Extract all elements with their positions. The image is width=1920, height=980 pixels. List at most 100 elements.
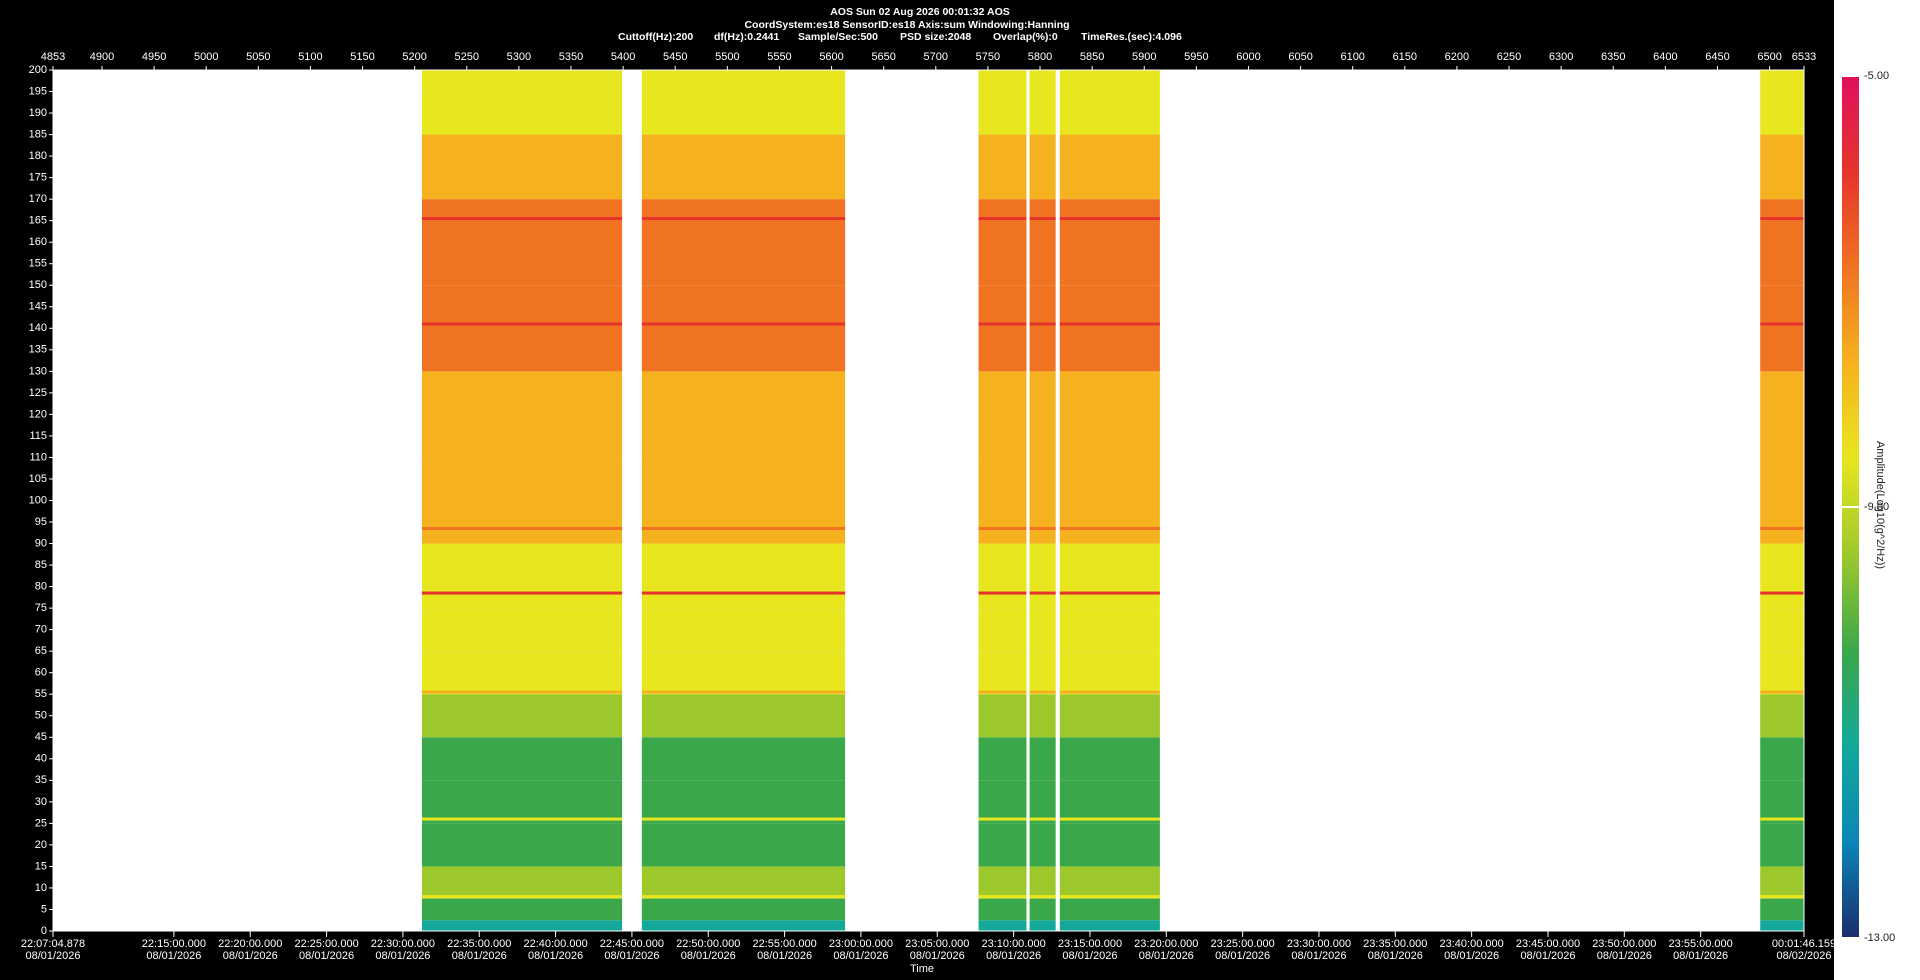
time-tick-date: 08/01/2026 — [604, 950, 659, 962]
time-tick-label: 22:40:00.000 — [523, 938, 587, 950]
spectral-line — [421, 217, 623, 221]
spectrogram-band — [1059, 91, 1160, 135]
y-tick-label: 95 — [35, 516, 47, 528]
spectrogram-band — [1760, 134, 1804, 200]
spectrogram-band — [1760, 651, 1804, 695]
time-tick-date: 08/01/2026 — [1444, 950, 1499, 962]
spectrogram-band — [978, 608, 1027, 652]
spectral-line — [1059, 690, 1160, 694]
spectrogram-band — [641, 694, 846, 738]
spectral-line — [1029, 690, 1056, 694]
x-tick-label: 5650 — [871, 51, 895, 63]
spectrogram-band — [1760, 543, 1804, 609]
spectrogram-band — [1029, 737, 1056, 781]
spectrogram-band — [421, 91, 623, 135]
time-tick-label: 23:25:00.000 — [1211, 938, 1275, 950]
spectrogram-band — [1059, 823, 1160, 867]
spectrogram-band — [1059, 920, 1160, 931]
spectral-line — [978, 895, 1027, 899]
spectrogram-band — [641, 543, 846, 609]
y-tick-label: 50 — [35, 710, 47, 722]
spectrogram-band — [641, 608, 846, 652]
spectrogram-band — [1760, 285, 1804, 372]
x-tick-label: 6000 — [1236, 51, 1260, 63]
spectrogram-band — [978, 780, 1027, 824]
y-tick-label: 80 — [35, 581, 47, 593]
spectrogram-band — [641, 898, 846, 921]
spectrogram-band — [1059, 70, 1160, 92]
spectral-line — [641, 817, 846, 821]
time-tick-label: 23:20:00.000 — [1134, 938, 1198, 950]
spectrogram-band — [641, 199, 846, 286]
spectrogram-band — [1029, 780, 1056, 824]
spectrogram-band — [1059, 866, 1160, 899]
time-tick-label: 22:20:00.000 — [218, 938, 282, 950]
spectrogram-band — [1029, 694, 1056, 738]
spectral-line — [1029, 526, 1056, 530]
plot-area — [53, 70, 1804, 931]
header-param: PSD size:2048 — [900, 31, 971, 43]
time-tick-date: 08/01/2026 — [223, 950, 278, 962]
spectral-line — [1059, 322, 1160, 326]
spectrogram-band — [641, 866, 846, 899]
time-tick-date: 08/01/2026 — [757, 950, 812, 962]
spectrogram-band — [1760, 608, 1804, 652]
y-tick-label: 15 — [35, 860, 47, 872]
spectrogram-band — [421, 608, 623, 652]
spectrogram-band — [1059, 457, 1160, 544]
spectral-line — [641, 690, 846, 694]
spectrogram-band — [641, 737, 846, 781]
title: AOS Sun 02 Aug 2026 00:01:32 AOS — [830, 6, 1010, 18]
y-tick-label: 190 — [29, 107, 47, 119]
x-tick-label: 5400 — [611, 51, 635, 63]
x-tick-label: 4950 — [142, 51, 166, 63]
spectral-line — [978, 817, 1027, 821]
x-tick-label: 6300 — [1549, 51, 1573, 63]
y-tick-label: 85 — [35, 559, 47, 571]
time-tick-label: 00:01:46.159 — [1772, 938, 1836, 950]
spectrogram-band — [1760, 371, 1804, 458]
x-tick-label: 6400 — [1653, 51, 1677, 63]
y-tick-label: 90 — [35, 537, 47, 549]
spectrogram-band — [1059, 199, 1160, 286]
spectral-line — [1029, 322, 1056, 326]
spectrogram-band — [641, 651, 846, 695]
spectrogram-band — [1760, 823, 1804, 867]
time-tick-label: 23:35:00.000 — [1363, 938, 1427, 950]
spectral-line — [978, 217, 1027, 221]
time-tick-date: 08/01/2026 — [528, 950, 583, 962]
spectrogram-band — [978, 457, 1027, 544]
spectrogram-band — [978, 199, 1027, 286]
spectral-line — [421, 526, 623, 530]
spectrogram-band — [1760, 737, 1804, 781]
y-tick-label: 145 — [29, 301, 47, 313]
x-tick-label: 5500 — [715, 51, 739, 63]
spectrogram-band — [421, 920, 623, 931]
spectrogram-band — [641, 91, 846, 135]
time-tick-label: 22:30:00.000 — [371, 938, 435, 950]
time-tick-label: 23:15:00.000 — [1058, 938, 1122, 950]
time-tick-label: 23:30:00.000 — [1287, 938, 1351, 950]
y-tick-label: 150 — [29, 279, 47, 291]
spectrogram-band — [1029, 823, 1056, 867]
spectral-line — [1760, 217, 1804, 221]
spectrogram-band — [1760, 91, 1804, 135]
spectral-line — [1059, 526, 1160, 530]
y-tick-label: 70 — [35, 624, 47, 636]
x-tick-label: 5200 — [402, 51, 426, 63]
y-tick-label: 120 — [29, 408, 47, 420]
spectrogram-band — [1760, 866, 1804, 899]
y-tick-label: 180 — [29, 150, 47, 162]
y-tick-label: 100 — [29, 494, 47, 506]
x-tick-label: 5950 — [1184, 51, 1208, 63]
spectrogram-band — [1029, 920, 1056, 931]
time-tick-date: 08/01/2026 — [1597, 950, 1652, 962]
time-tick-date: 08/02/2026 — [1776, 950, 1831, 962]
spectrogram-band — [421, 457, 623, 544]
spectrogram-band — [978, 134, 1027, 200]
spectrogram-band — [1029, 898, 1056, 921]
y-tick-label: 5 — [41, 903, 47, 915]
spectrogram-band — [978, 651, 1027, 695]
y-tick-label: 110 — [29, 451, 47, 463]
colorbar-tick-label: -9.00 — [1864, 501, 1889, 513]
